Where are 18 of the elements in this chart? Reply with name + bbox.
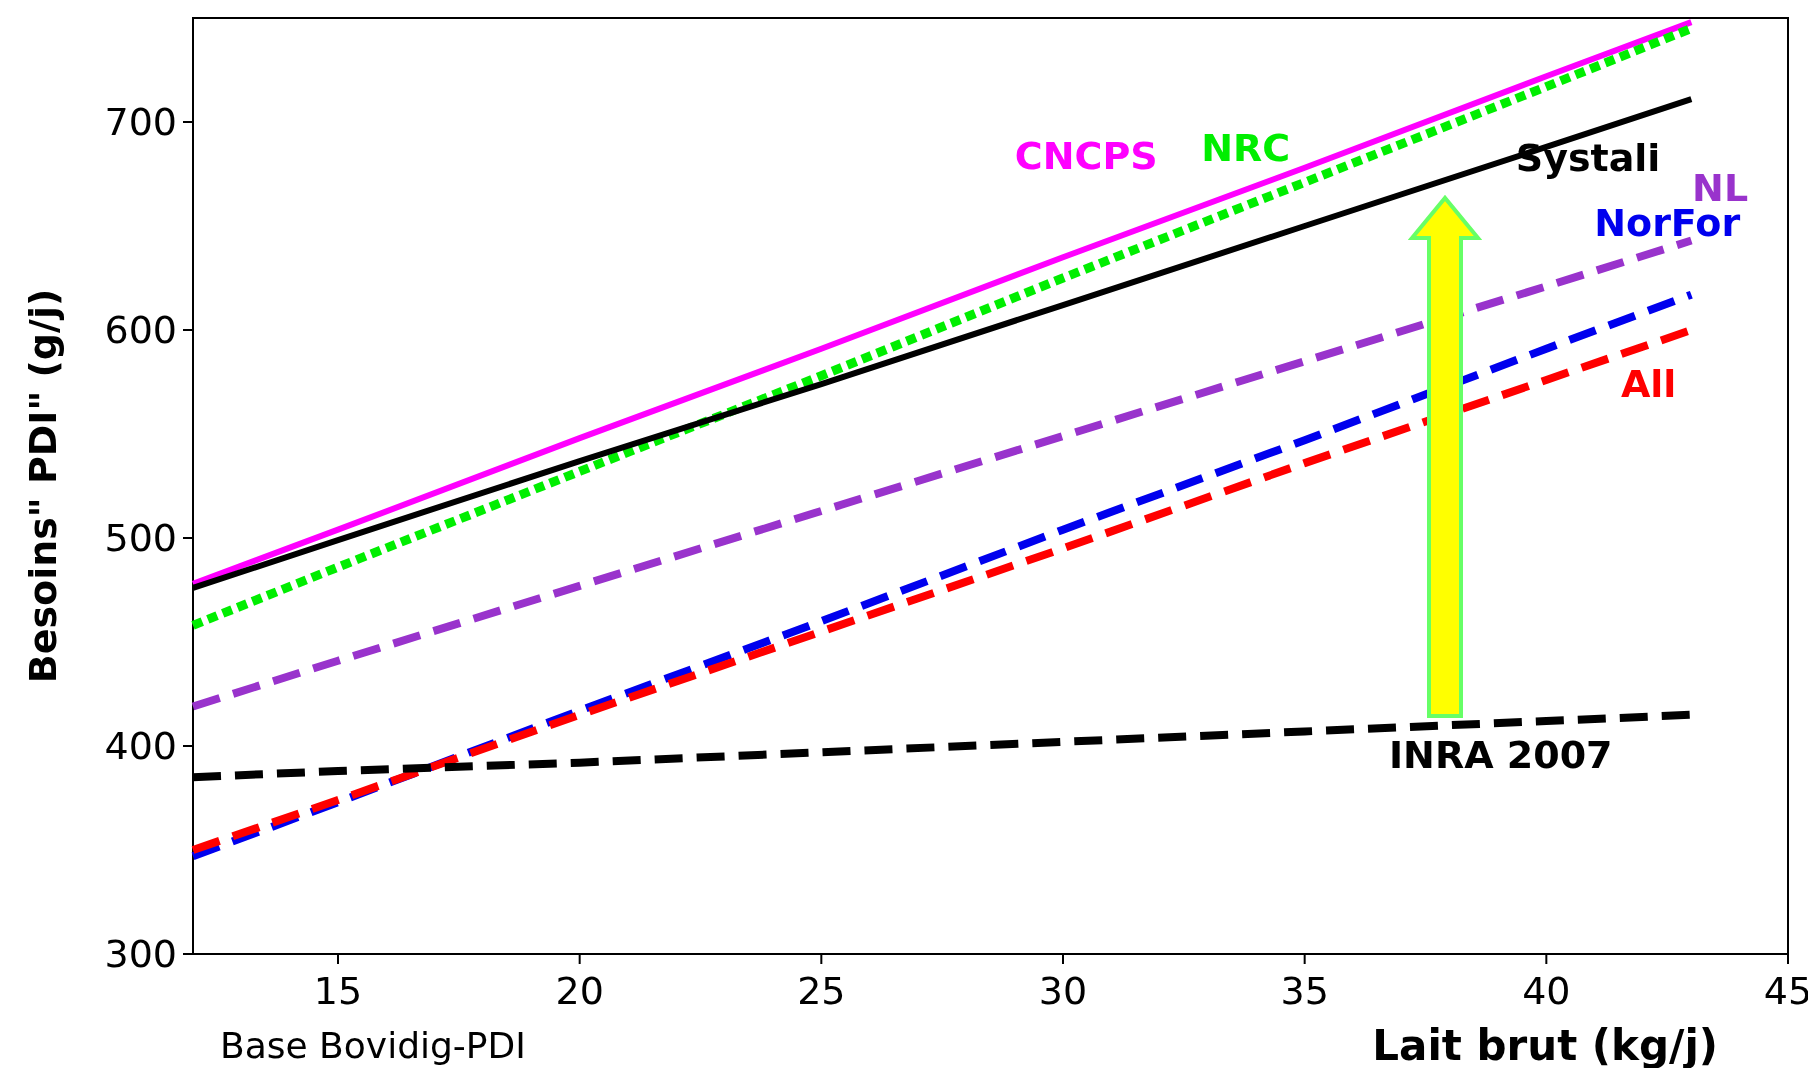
series-label: NRC: [1201, 125, 1291, 170]
x-tick-label: 40: [1522, 969, 1571, 1013]
x-tick-label: 15: [313, 969, 363, 1013]
y-tick-label: 700: [104, 100, 177, 145]
y-tick-label: 500: [104, 516, 177, 561]
x-tick-label: 25: [797, 969, 846, 1013]
series-label: CNCPS: [1014, 133, 1158, 178]
series-label: Systali: [1515, 136, 1661, 181]
y-axis-title: Besoins" PDI" (g/j): [21, 288, 65, 684]
text: Base Bovidig-PDI: [220, 1025, 526, 1066]
y-tick-label: 600: [104, 308, 177, 353]
series-label: All: [1620, 362, 1677, 407]
y-tick-label: 300: [104, 932, 177, 977]
series-label: INRA 2007: [1388, 733, 1613, 778]
x-tick-label: 30: [1038, 969, 1088, 1013]
x-tick-label: 20: [555, 969, 604, 1013]
x-tick-label: 35: [1280, 969, 1329, 1013]
y-tick-label: 400: [104, 724, 177, 769]
